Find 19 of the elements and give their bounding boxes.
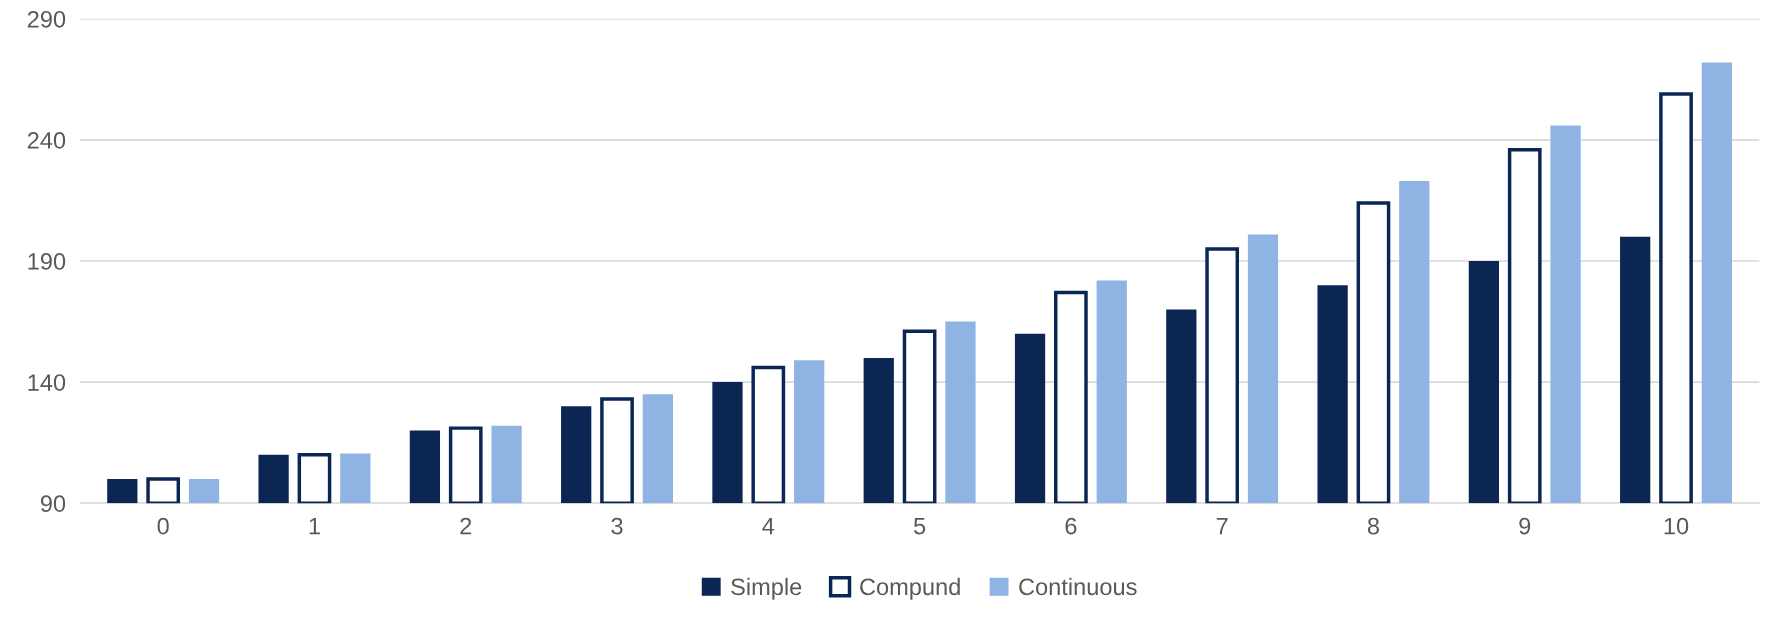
x-tick-label: 6 <box>1065 517 1077 535</box>
x-tick-label: 0 <box>157 517 169 535</box>
x-tick-label: 3 <box>611 517 623 535</box>
legend-label: Compund <box>860 577 960 600</box>
x-tick-label: 2 <box>460 517 472 535</box>
y-tick-label: 190 <box>28 253 66 270</box>
x-tick-label: 10 <box>1664 517 1689 535</box>
legend-label: Continuous <box>1019 577 1137 596</box>
x-tick-label: 7 <box>1216 517 1228 535</box>
y-tick-label: 290 <box>27 10 66 28</box>
y-tick-label: 240 <box>27 132 66 149</box>
y-tick-label: 90 <box>40 495 66 512</box>
x-tick-label: 5 <box>913 517 926 535</box>
x-tick-label: 8 <box>1367 517 1379 535</box>
y-tick-label: 140 <box>28 374 66 391</box>
x-tick-label: 1 <box>309 517 320 535</box>
x-tick-label: 4 <box>762 517 775 535</box>
x-tick-label: 9 <box>1519 517 1531 535</box>
legend-label: Simple <box>731 577 802 600</box>
